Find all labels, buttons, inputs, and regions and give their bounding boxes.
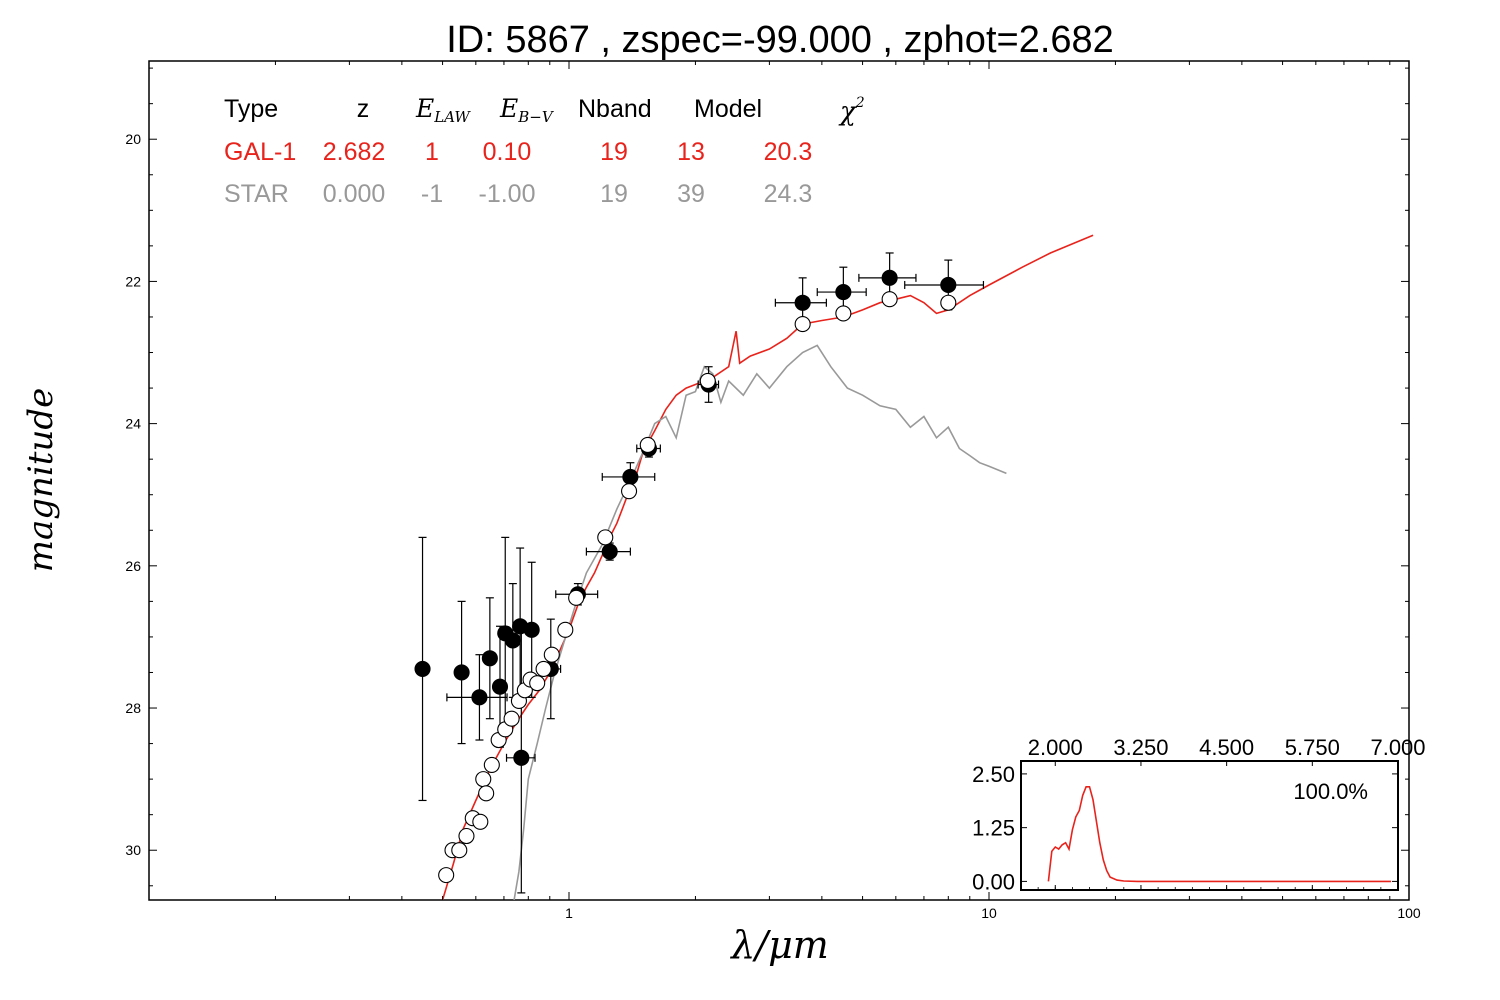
observed-point (471, 689, 488, 706)
observed-point (601, 543, 618, 560)
table-cell-nband: 19 (600, 138, 628, 166)
inset-frame (1020, 760, 1399, 891)
table-cell-type: STAR (224, 180, 289, 208)
model-point (529, 675, 546, 692)
header-model: Model (694, 95, 762, 123)
header-elaw: ELAW (415, 94, 471, 126)
model-point (483, 756, 500, 773)
model-point (940, 294, 957, 311)
y-tick-label: 28 (125, 700, 141, 716)
template-line-star (513, 344, 1007, 900)
table-cell-ebv: 0.10 (483, 138, 532, 166)
inset-y-tick-label: 1.25 (972, 816, 1015, 841)
fit-summary-rows: GAL-1 2.682 1 0.10 19 13 20.3 STAR 0.000 -1 -1.00 1… (224, 138, 812, 208)
model-point (557, 621, 574, 638)
table-cell-model: 39 (677, 180, 705, 208)
table-cell-chi2: 24.3 (764, 180, 813, 208)
fit-summary-table: Type z ELAW EB−V Nband Model χ2 GAL-1 2.6… (224, 94, 865, 208)
observed-point (481, 650, 498, 667)
pz-inset: 100.0% 2.000 3.250 4.500 5.750 7.000 0.00 1.25… (972, 735, 1425, 894)
model-point (458, 827, 475, 845)
header-z: z (357, 95, 370, 123)
model-point (568, 589, 585, 606)
table-cell-z: 0.000 (323, 180, 386, 208)
inset-x-tick-label: 4.500 (1199, 735, 1254, 760)
model-point (621, 483, 638, 500)
y-axis-label: magnitude (21, 388, 61, 573)
chart-title: ID: 5867 , zspec=-99.000 , zphot=2.682 (446, 19, 1114, 61)
observed-point (835, 284, 852, 301)
model-point (478, 785, 495, 802)
photometry-points (414, 252, 985, 894)
inset-y-tick-label: 0.00 (972, 869, 1015, 894)
table-cell-z: 2.682 (323, 138, 386, 166)
observed-point (940, 276, 957, 294)
header-ebv: EB−V (499, 94, 555, 126)
inset-y-tick-label: 2.50 (972, 762, 1015, 787)
observed-point (881, 269, 898, 286)
table-cell-model: 13 (677, 138, 705, 166)
model-point (699, 372, 716, 390)
inset-axis-ticks: 2.000 3.250 4.500 5.750 7.000 0.00 1.25 2.50 (972, 735, 1425, 894)
x-axis-ticks: 1 10 100 (274, 61, 1421, 921)
template-line-gal-1 (441, 234, 1094, 900)
model-point (881, 291, 898, 308)
pz-curve (1047, 786, 1392, 883)
model-point (794, 316, 811, 333)
model-point (438, 867, 455, 884)
x-tick-label: 10 (981, 905, 997, 921)
observed-point (794, 294, 811, 311)
plot-area (148, 60, 1410, 901)
y-axis-ticks: 20 22 24 26 28 30 (125, 67, 1409, 887)
observed-point (622, 468, 639, 485)
observed-point (491, 678, 509, 695)
table-cell-elaw: 1 (425, 138, 439, 166)
x-tick-label: 1 (565, 905, 573, 921)
table-cell-elaw: -1 (421, 180, 443, 208)
y-tick-label: 30 (125, 842, 141, 858)
pz-line (1047, 786, 1392, 883)
observed-point (513, 749, 530, 766)
model-point (597, 529, 614, 546)
model-point (835, 305, 852, 322)
observed-point (504, 632, 521, 649)
x-tick-label: 100 (1397, 905, 1421, 921)
header-chi2: χ2 (838, 95, 865, 127)
inset-probability-label: 100.0% (1293, 779, 1368, 804)
table-cell-ebv: -1.00 (479, 180, 536, 208)
inset-x-tick-label: 3.250 (1113, 735, 1168, 760)
model-point (639, 436, 656, 453)
observed-point (414, 660, 431, 677)
observed-point (523, 621, 540, 638)
model-point (503, 710, 520, 727)
template-lines (441, 234, 1094, 900)
y-tick-label: 26 (125, 558, 141, 574)
inset-x-tick-label: 2.000 (1028, 735, 1083, 760)
observed-point (453, 664, 470, 681)
header-type: Type (224, 95, 278, 123)
y-tick-label: 20 (125, 131, 141, 147)
inset-x-tick-label: 7.000 (1370, 735, 1425, 760)
model-point (475, 771, 492, 788)
table-cell-type: GAL-1 (224, 138, 296, 166)
y-tick-label: 22 (125, 273, 141, 289)
x-axis-label: λ/μm (729, 923, 829, 967)
model-point (543, 646, 560, 663)
inset-x-tick-label: 5.750 (1285, 735, 1340, 760)
model-point (535, 660, 552, 677)
model-point (472, 813, 489, 830)
table-cell-chi2: 20.3 (764, 138, 813, 166)
header-nband: Nband (578, 95, 652, 123)
plot-frame (148, 60, 1410, 901)
table-cell-nband: 19 (600, 180, 628, 208)
y-tick-label: 24 (125, 416, 141, 432)
model-point (451, 842, 468, 859)
